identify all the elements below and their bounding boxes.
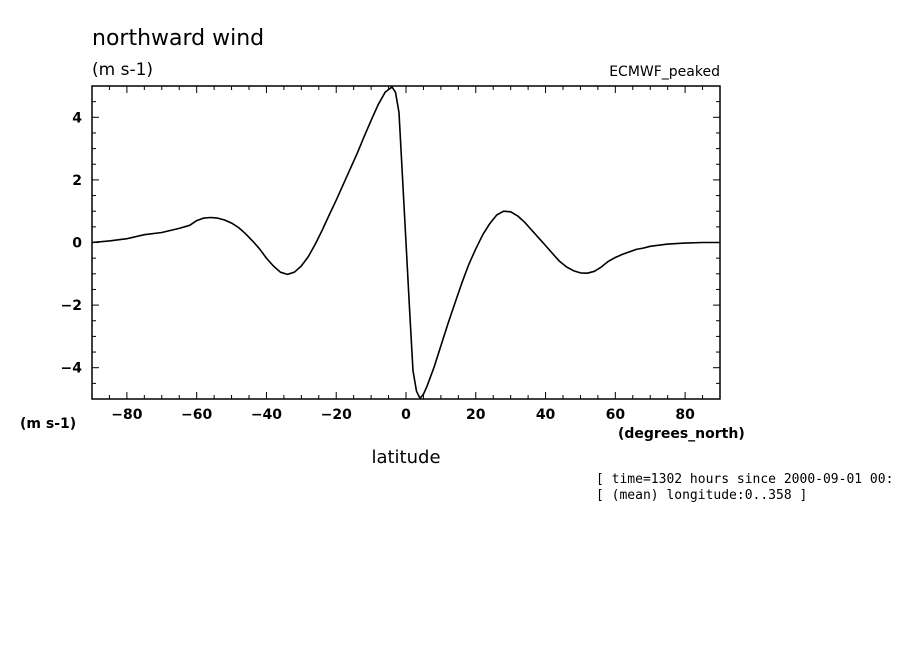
x-tick-label: 60 — [606, 407, 626, 423]
chart-title: northward wind — [92, 26, 264, 51]
y-tick-label: 0 — [72, 236, 82, 252]
plot-frame — [91, 85, 721, 400]
x-tick-label: −60 — [181, 407, 212, 423]
dataset-label: ECMWF_peaked — [609, 64, 720, 80]
x-tick-label: 80 — [675, 407, 695, 423]
x-tick-label: 0 — [401, 407, 411, 423]
series-line — [91, 86, 720, 400]
x-tick-label: 40 — [536, 407, 556, 423]
annotation-longitude: [ (mean) longitude:0..358 ] — [596, 488, 807, 503]
x-tick-label: −80 — [111, 407, 142, 423]
x-tick-labels: −80 −60 −40 −20 0 20 40 60 80 — [111, 407, 695, 423]
x-tick-label: −20 — [321, 407, 352, 423]
y-tick-label: 4 — [72, 110, 82, 126]
y-tick-label: −2 — [61, 298, 82, 314]
y-tick-labels: −4 −2 0 2 4 — [61, 110, 83, 376]
x-axis-label: latitude — [371, 447, 440, 468]
chart-units-top: (m s-1) — [92, 60, 153, 80]
annotation-time: [ time=1302 hours since 2000-09-01 00: — [596, 472, 893, 487]
x-tick-label: 20 — [466, 407, 486, 423]
x-tick-label: −40 — [251, 407, 282, 423]
y-units-label: (m s-1) — [20, 416, 76, 432]
y-tick-label: −4 — [61, 361, 83, 377]
y-tick-label: 2 — [72, 173, 82, 189]
x-units-label: (degrees_north) — [618, 426, 745, 442]
